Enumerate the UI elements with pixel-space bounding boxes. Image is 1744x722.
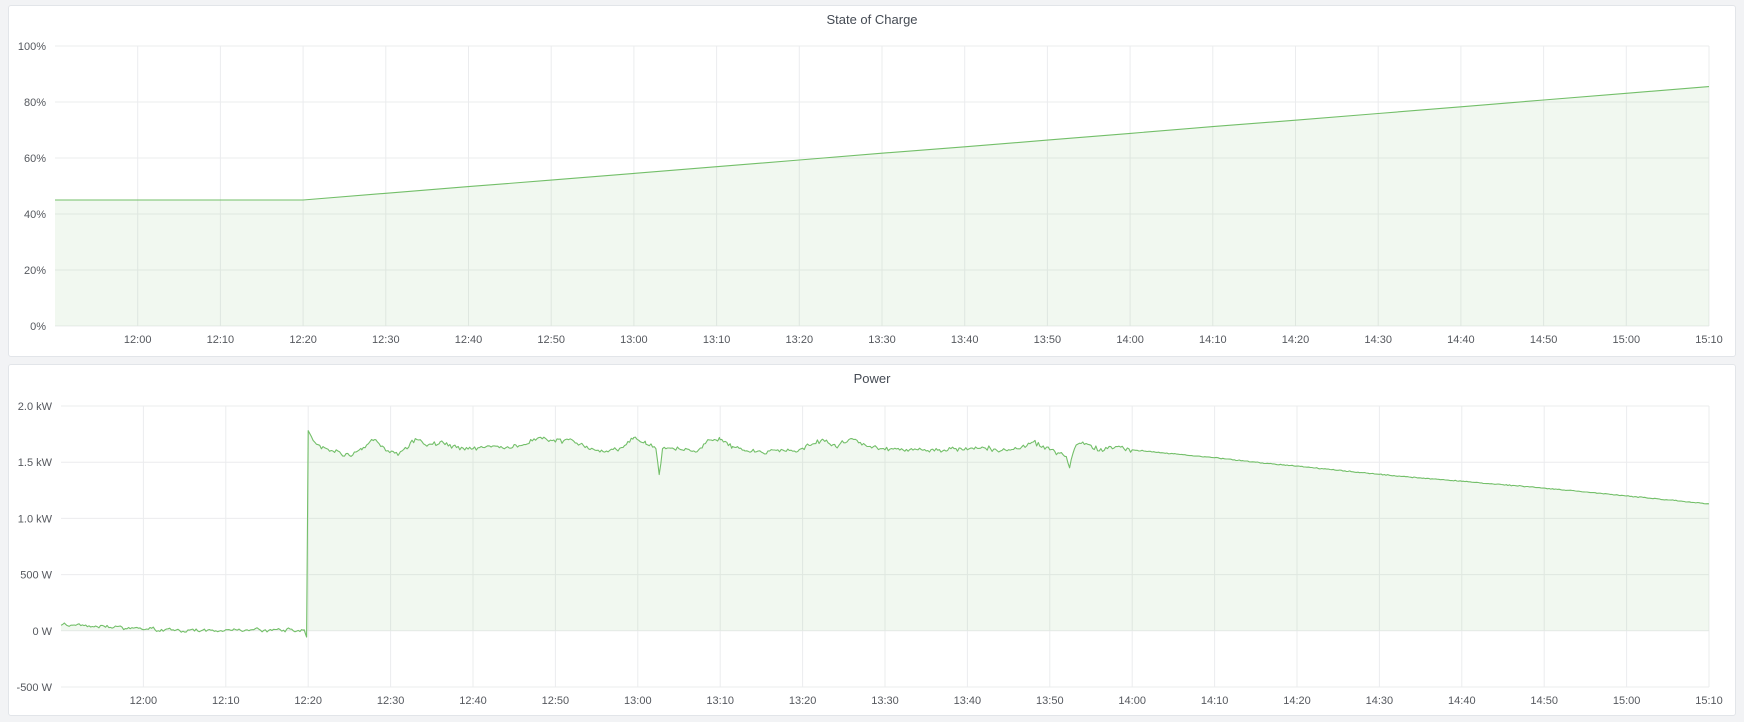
svg-text:13:30: 13:30 <box>871 695 899 707</box>
svg-text:500 W: 500 W <box>20 570 52 582</box>
panel-title-state-of-charge[interactable]: State of Charge <box>826 12 918 27</box>
svg-text:14:00: 14:00 <box>1118 695 1146 707</box>
svg-text:14:40: 14:40 <box>1447 334 1475 346</box>
panel-state-of-charge: State of Charge 12:00 12:10 12:20 12:30 12:4… <box>8 5 1736 357</box>
svg-text:12:50: 12:50 <box>537 334 565 346</box>
svg-text:12:40: 12:40 <box>455 334 483 346</box>
svg-text:13:00: 13:00 <box>624 695 652 707</box>
svg-text:1.5 kW: 1.5 kW <box>18 457 53 469</box>
svg-text:12:30: 12:30 <box>372 334 400 346</box>
svg-text:14:50: 14:50 <box>1530 334 1558 346</box>
state-of-charge-chart-plot-area[interactable]: 12:00 12:10 12:20 12:30 12:40 12:50 13:00 13:10… <box>9 6 1735 356</box>
panel-title-power[interactable]: Power <box>853 371 891 386</box>
svg-text:40%: 40% <box>24 209 46 221</box>
grid-lines <box>55 45 1710 327</box>
soc-chart-svg[interactable]: 12:00 12:10 12:20 12:30 12:40 12:50 13:00 13:10… <box>9 6 1735 355</box>
svg-text:15:10: 15:10 <box>1695 695 1723 707</box>
svg-text:20%: 20% <box>24 265 46 277</box>
svg-text:60%: 60% <box>24 153 46 165</box>
svg-text:12:00: 12:00 <box>130 695 158 707</box>
svg-text:15:10: 15:10 <box>1695 334 1723 346</box>
svg-text:13:40: 13:40 <box>954 695 982 707</box>
svg-text:13:40: 13:40 <box>951 334 979 346</box>
panel-power: Power 12:00 12:10 12:20 12:30 12:40 12:50 13:0… <box>8 364 1736 716</box>
x-axis-tick-labels: 12:00 12:10 12:20 12:30 12:40 12:50 13:00 13:10… <box>124 334 1723 346</box>
svg-text:13:10: 13:10 <box>706 695 734 707</box>
svg-text:12:40: 12:40 <box>459 695 487 707</box>
series-area-fill <box>61 430 1709 637</box>
series-line <box>60 430 1710 638</box>
svg-text:13:20: 13:20 <box>789 695 817 707</box>
svg-text:80%: 80% <box>24 97 46 109</box>
series-area-fill <box>55 86 1709 326</box>
svg-text:14:50: 14:50 <box>1530 695 1558 707</box>
svg-text:14:10: 14:10 <box>1199 334 1227 346</box>
x-axis-tick-labels: 12:00 12:10 12:20 12:30 12:40 12:50 13:00 13:10… <box>130 695 1723 707</box>
svg-text:15:00: 15:00 <box>1613 695 1641 707</box>
svg-text:14:20: 14:20 <box>1283 695 1311 707</box>
svg-text:2.0 kW: 2.0 kW <box>18 401 53 413</box>
svg-text:14:30: 14:30 <box>1366 695 1394 707</box>
svg-text:12:50: 12:50 <box>542 695 570 707</box>
svg-text:13:50: 13:50 <box>1034 334 1062 346</box>
svg-text:12:20: 12:20 <box>294 695 322 707</box>
svg-text:0%: 0% <box>30 321 46 333</box>
svg-text:14:40: 14:40 <box>1448 695 1476 707</box>
svg-text:12:00: 12:00 <box>124 334 152 346</box>
svg-text:-500 W: -500 W <box>17 682 53 694</box>
y-axis-tick-labels: -500 W 0 W 500 W 1.0 kW 1.5 kW 2.0 kW <box>17 401 53 694</box>
power-chart-plot-area[interactable]: 12:00 12:10 12:20 12:30 12:40 12:50 13:00 13:10… <box>9 365 1735 715</box>
svg-text:12:30: 12:30 <box>377 695 405 707</box>
svg-text:100%: 100% <box>18 41 46 53</box>
svg-text:13:00: 13:00 <box>620 334 648 346</box>
svg-text:12:20: 12:20 <box>289 334 317 346</box>
svg-text:14:30: 14:30 <box>1364 334 1392 346</box>
svg-text:13:50: 13:50 <box>1036 695 1064 707</box>
svg-text:14:00: 14:00 <box>1116 334 1144 346</box>
svg-text:14:20: 14:20 <box>1282 334 1310 346</box>
svg-text:0 W: 0 W <box>32 626 52 638</box>
svg-text:12:10: 12:10 <box>212 695 240 707</box>
svg-text:13:10: 13:10 <box>703 334 731 346</box>
svg-text:14:10: 14:10 <box>1201 695 1229 707</box>
svg-text:13:30: 13:30 <box>868 334 896 346</box>
series-line <box>55 86 1710 201</box>
svg-text:13:20: 13:20 <box>786 334 814 346</box>
svg-text:15:00: 15:00 <box>1613 334 1641 346</box>
svg-text:12:10: 12:10 <box>207 334 235 346</box>
y-axis-tick-labels: 0% 20% 40% 60% 80% 100% <box>18 41 46 333</box>
power-chart-svg[interactable]: 12:00 12:10 12:20 12:30 12:40 12:50 13:00 13:10… <box>9 365 1735 714</box>
svg-text:1.0 kW: 1.0 kW <box>18 513 53 525</box>
